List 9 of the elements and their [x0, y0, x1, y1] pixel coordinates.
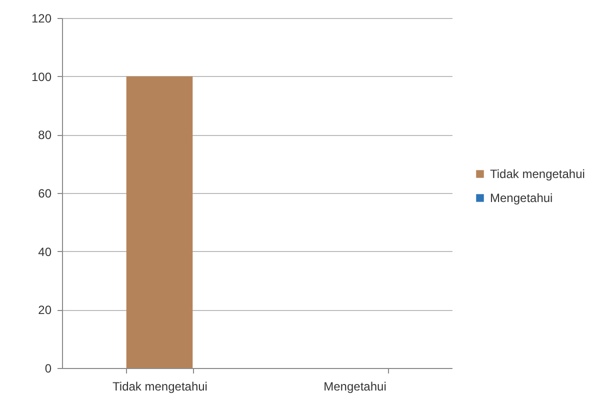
y-tick-label: 80 — [38, 128, 52, 142]
y-tick-label: 100 — [31, 70, 52, 84]
legend-label: Tidak mengetahui — [490, 167, 585, 181]
y-tick-label: 60 — [38, 186, 52, 200]
y-tick-label: 0 — [44, 362, 52, 376]
y-tick-label: 120 — [31, 12, 52, 26]
y-tick-label: 40 — [38, 244, 52, 259]
legend-label: Mengetahui — [490, 191, 553, 205]
y-tick-label: 20 — [38, 303, 52, 318]
